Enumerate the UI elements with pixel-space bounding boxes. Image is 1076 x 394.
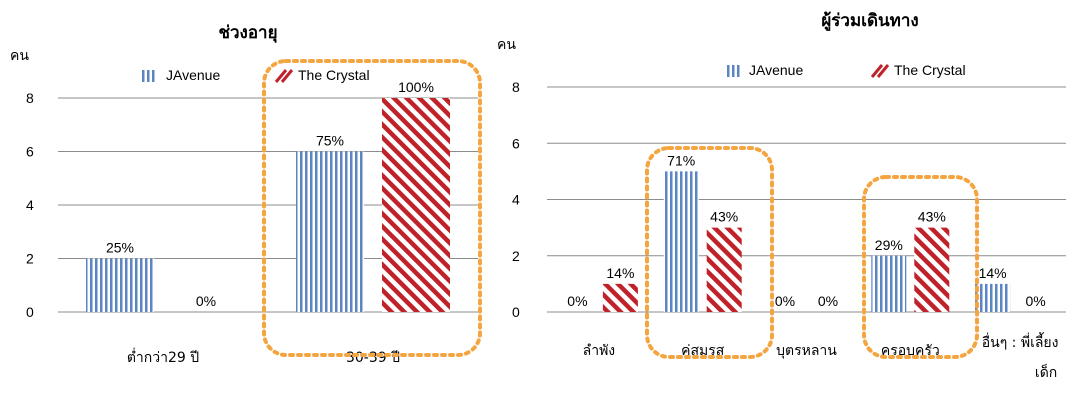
data-label: 14%: [606, 265, 634, 281]
category-label: ต่ำกว่า29 ปี: [127, 348, 199, 366]
bar-javenue: [871, 255, 907, 312]
y-tick-label: 4: [512, 192, 520, 208]
y-tick-label: 2: [26, 251, 34, 267]
bar-the-crystal: [382, 98, 450, 312]
legend-swatch-javenue: [147, 70, 150, 82]
data-label: 14%: [979, 265, 1007, 281]
legend-swatch-javenue: [152, 70, 155, 82]
bar-javenue: [86, 258, 154, 312]
legend-label: The Crystal: [894, 62, 966, 78]
bar-javenue: [296, 151, 364, 312]
category-label: 30-39 ปี: [346, 350, 400, 366]
y-tick-label: 8: [26, 90, 34, 106]
legend-swatch-javenue: [142, 70, 145, 82]
y-tick-label: 0: [26, 304, 34, 320]
legend-swatch-the-crystal: [274, 69, 288, 83]
highlight-box: [262, 59, 482, 357]
category-label-line: เด็ก: [1035, 363, 1057, 381]
data-label: 43%: [918, 209, 946, 225]
y-tick-label: 6: [26, 144, 34, 160]
bar-the-crystal: [914, 227, 950, 312]
bar-the-crystal: [706, 227, 742, 312]
chart-title: ช่วงอายุ: [218, 23, 277, 43]
data-label: 0%: [196, 293, 216, 309]
data-label: 25%: [106, 240, 134, 256]
legend-label: JAvenue: [749, 62, 803, 78]
y-axis-unit-label: คน: [10, 48, 29, 64]
data-label: 100%: [398, 79, 434, 95]
category-label: อื่นๆ : พี่เลี้ยงเด็ก: [982, 332, 1059, 381]
data-label: 0%: [818, 293, 838, 309]
legend-swatch-javenue: [737, 65, 740, 77]
legend-swatch-javenue: [727, 65, 730, 77]
y-tick-label: 4: [26, 197, 34, 213]
y-tick-label: 8: [512, 79, 520, 95]
y-tick-label: 0: [512, 304, 520, 320]
legend-swatch-the-crystal: [280, 69, 294, 83]
legend-swatch-the-crystal: [870, 64, 884, 78]
data-label: 29%: [875, 237, 903, 253]
category-label: ลำพัง: [583, 343, 616, 359]
category-label-line: อื่นๆ : พี่เลี้ยง: [982, 332, 1059, 351]
highlight-box: [645, 146, 774, 359]
bar-javenue: [663, 171, 699, 312]
chart-title: ผู้ร่วมเดินทาง: [821, 11, 918, 32]
y-axis-unit-label: คน: [497, 37, 516, 53]
category-label: บุตรหลาน: [776, 343, 837, 359]
category-label: คู่สมรส: [681, 343, 725, 359]
y-tick-label: 6: [512, 135, 520, 151]
bar-javenue: [975, 283, 1011, 312]
legend-label: The Crystal: [298, 67, 370, 83]
data-label: 71%: [667, 152, 695, 168]
bar-the-crystal: [602, 283, 638, 312]
highlight-box: [862, 175, 979, 359]
data-label: 43%: [710, 209, 738, 225]
y-tick-label: 2: [512, 248, 520, 264]
legend-swatch-the-crystal: [876, 64, 890, 78]
data-label: 75%: [316, 133, 344, 149]
data-label: 0%: [1025, 293, 1045, 309]
data-label: 0%: [775, 293, 795, 309]
legend-swatch-javenue: [732, 65, 735, 77]
legend-label: JAvenue: [166, 67, 220, 83]
category-label: ครอบครัว: [881, 343, 940, 359]
data-label: 0%: [567, 293, 587, 309]
